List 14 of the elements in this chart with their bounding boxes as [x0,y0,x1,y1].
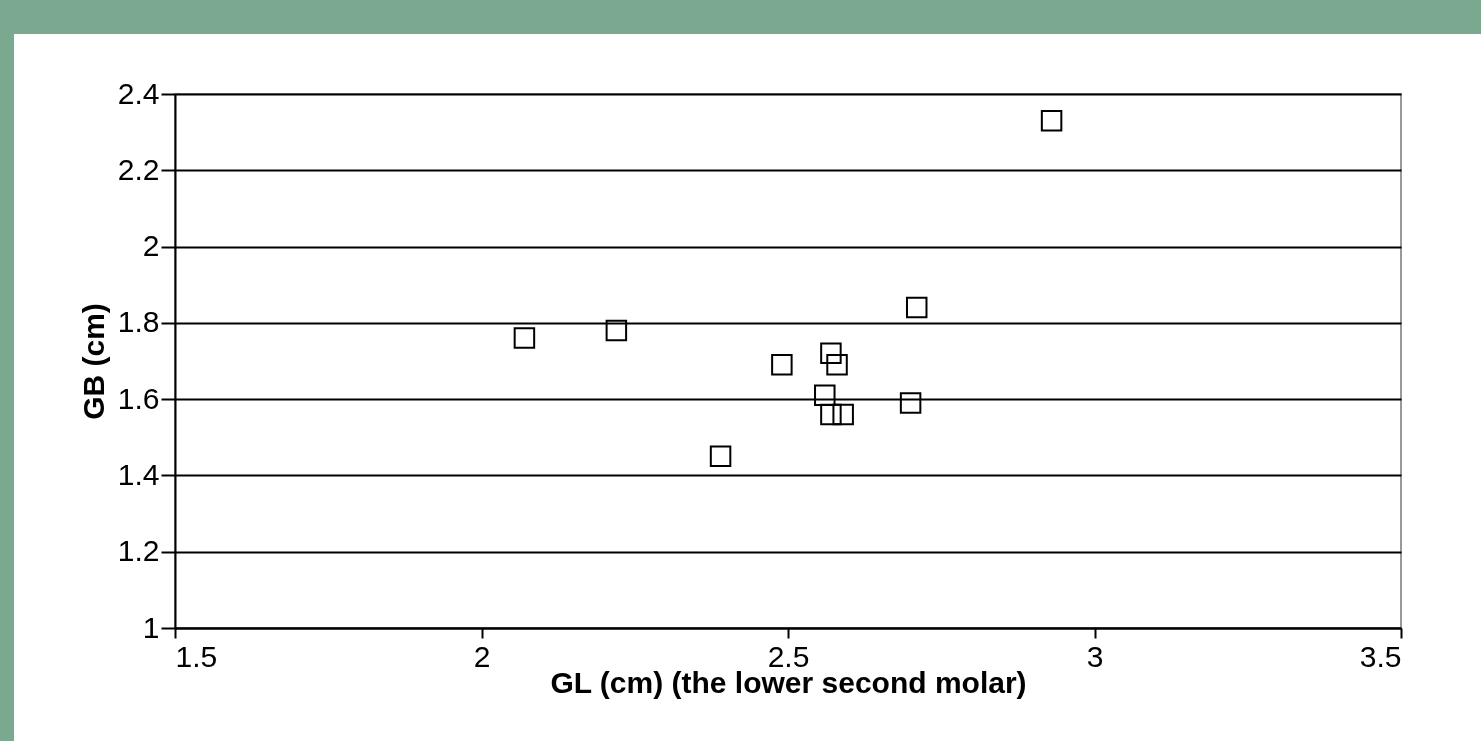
y-tick-label: 1.2 [117,534,160,568]
y-tick-label: 2.2 [117,152,160,186]
y-axis-title: GB (cm) [76,303,110,420]
x-tick-label: 2.5 [767,639,810,673]
y-tick-label: 1.4 [117,457,160,491]
y-tick-label: 2 [142,229,160,263]
x-tick-label: 3.5 [1359,639,1402,673]
x-tick-label: 1.5 [175,639,218,673]
x-tick-label: 2 [473,639,491,673]
x-tick-label: 3 [1086,639,1104,673]
y-tick-label: 1.8 [117,305,160,339]
y-tick-label: 1 [142,610,160,644]
y-tick-label: 2.4 [117,76,160,110]
y-tick-label: 1.6 [117,381,160,415]
